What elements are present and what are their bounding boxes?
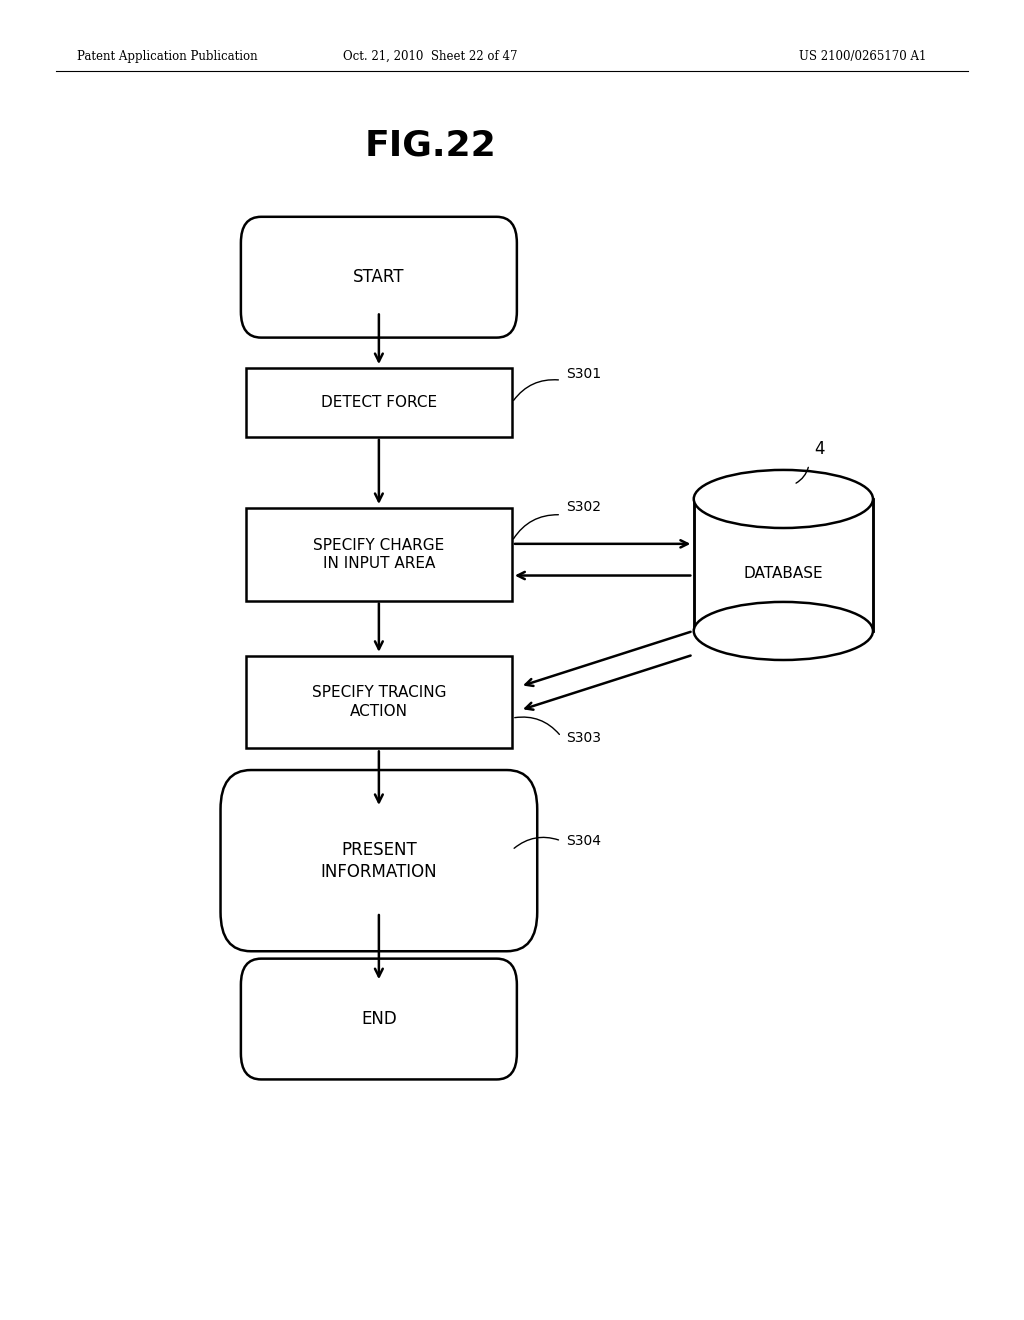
Text: Oct. 21, 2010  Sheet 22 of 47: Oct. 21, 2010 Sheet 22 of 47	[343, 50, 517, 63]
FancyBboxPatch shape	[241, 216, 517, 338]
FancyArrowPatch shape	[515, 717, 559, 734]
Text: SPECIFY CHARGE
IN INPUT AREA: SPECIFY CHARGE IN INPUT AREA	[313, 537, 444, 572]
Text: SPECIFY TRACING
ACTION: SPECIFY TRACING ACTION	[311, 685, 446, 719]
Text: START: START	[353, 268, 404, 286]
Text: US 2100/0265170 A1: US 2100/0265170 A1	[799, 50, 926, 63]
FancyBboxPatch shape	[694, 499, 872, 631]
FancyBboxPatch shape	[246, 368, 512, 437]
Text: DATABASE: DATABASE	[743, 566, 823, 581]
FancyArrowPatch shape	[796, 467, 808, 483]
FancyBboxPatch shape	[220, 770, 538, 952]
Text: S302: S302	[566, 500, 601, 513]
FancyBboxPatch shape	[246, 508, 512, 601]
Text: S303: S303	[566, 731, 601, 744]
FancyBboxPatch shape	[241, 958, 517, 1080]
Ellipse shape	[694, 602, 872, 660]
FancyArrowPatch shape	[513, 515, 558, 539]
Text: FIG.22: FIG.22	[365, 128, 496, 162]
Text: 4: 4	[814, 440, 824, 458]
Text: PRESENT
INFORMATION: PRESENT INFORMATION	[321, 841, 437, 880]
Text: Patent Application Publication: Patent Application Publication	[77, 50, 257, 63]
Text: END: END	[361, 1010, 396, 1028]
Text: S301: S301	[566, 367, 601, 380]
FancyBboxPatch shape	[246, 656, 512, 748]
FancyArrowPatch shape	[514, 380, 558, 400]
Ellipse shape	[694, 470, 872, 528]
Text: S304: S304	[566, 834, 601, 847]
Text: DETECT FORCE: DETECT FORCE	[321, 395, 437, 411]
FancyArrowPatch shape	[514, 837, 558, 849]
